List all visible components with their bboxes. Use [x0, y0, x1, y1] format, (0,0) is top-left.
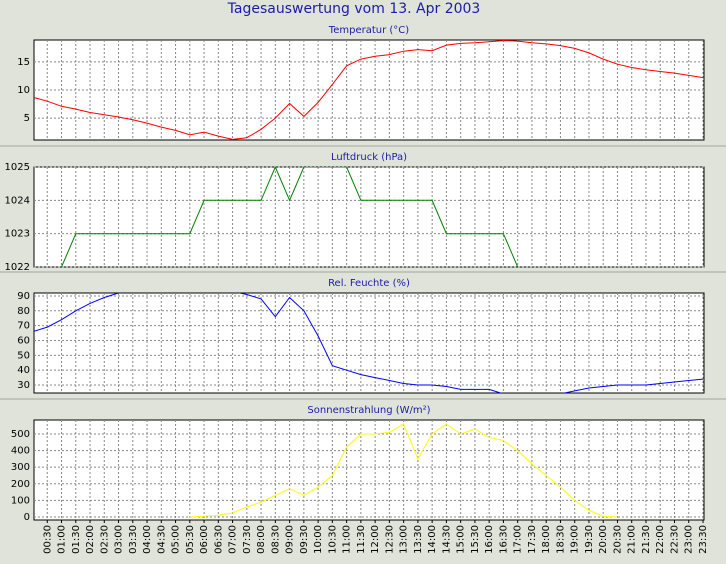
x-tick-label: 08:30	[270, 525, 281, 554]
data-line	[34, 40, 704, 140]
x-tick-label: 10:00	[313, 525, 324, 554]
y-tick-label: 90	[17, 291, 30, 302]
x-tick-label: 13:00	[399, 525, 410, 554]
x-tick-label: 19:30	[584, 525, 595, 554]
x-tick-label: 05:00	[171, 525, 182, 554]
plot-area	[33, 39, 705, 141]
y-tick-label: 15	[17, 57, 30, 68]
y-tick-label: 0	[24, 512, 30, 523]
y-tick-label: 500	[11, 429, 30, 440]
x-tick-label: 11:00	[342, 525, 353, 554]
x-tick-label: 20:30	[612, 525, 623, 554]
x-tick-label: 14:30	[441, 525, 452, 554]
y-tick-label: 200	[11, 479, 30, 490]
x-tick-label: 21:00	[627, 525, 638, 554]
chart-title: Tagesauswertung vom 13. Apr 2003	[227, 1, 481, 17]
x-tick-label: 23:00	[684, 525, 695, 554]
x-tick-label: 18:30	[555, 525, 566, 554]
plot-area	[33, 419, 705, 521]
plot-area	[33, 166, 705, 268]
y-tick-label: 1023	[5, 229, 30, 240]
x-tick-label: 06:00	[199, 525, 210, 554]
x-tick-label: 09:00	[285, 525, 296, 554]
x-tick-label: 18:00	[541, 525, 552, 554]
x-tick-label: 06:30	[213, 525, 224, 554]
x-tick-label: 03:00	[114, 525, 125, 554]
x-tick-label: 21:30	[641, 525, 652, 554]
x-tick-label: 12:30	[384, 525, 395, 554]
x-tick-label: 17:30	[527, 525, 538, 554]
y-tick-label: 300	[11, 462, 30, 473]
x-tick-label: 03:30	[128, 525, 139, 554]
panel-title: Temperatur (°C)	[328, 25, 409, 36]
data-line	[34, 293, 704, 393]
y-tick-label: 10	[17, 85, 30, 96]
y-tick-label: 400	[11, 446, 30, 457]
data-line	[60, 167, 519, 267]
x-tick-label: 05:30	[185, 525, 196, 554]
data-line	[189, 423, 618, 518]
y-tick-label: 100	[11, 495, 30, 506]
x-tick-label: 07:30	[242, 525, 253, 554]
panel-title: Luftdruck (hPa)	[331, 152, 407, 163]
y-tick-label: 5	[24, 113, 30, 124]
y-tick-label: 70	[17, 321, 30, 332]
x-tick-label: 08:00	[256, 525, 267, 554]
x-tick-label: 04:00	[142, 525, 153, 554]
x-tick-label: 07:00	[228, 525, 239, 554]
x-tick-label: 04:30	[156, 525, 167, 554]
x-tick-label: 19:00	[570, 525, 581, 554]
y-tick-label: 50	[17, 350, 30, 361]
x-tick-label: 01:30	[71, 525, 82, 554]
x-tick-label: 15:30	[470, 525, 481, 554]
x-tick-label: 12:00	[370, 525, 381, 554]
y-tick-label: 40	[17, 365, 30, 376]
x-tick-label: 16:30	[498, 525, 509, 554]
x-tick-label: 02:30	[99, 525, 110, 554]
y-tick-label: 60	[17, 335, 30, 346]
x-tick-label: 22:00	[655, 525, 666, 554]
x-tick-label: 13:30	[413, 525, 424, 554]
panel-title: Sonnenstrahlung (W/m²)	[307, 405, 430, 416]
x-tick-label: 22:30	[669, 525, 680, 554]
x-tick-label: 23:30	[698, 525, 709, 554]
y-tick-label: 1025	[5, 162, 30, 173]
y-tick-label: 1024	[5, 195, 30, 206]
x-tick-label: 14:00	[427, 525, 438, 554]
panel-title: Rel. Feuchte (%)	[328, 278, 410, 289]
x-tick-label: 10:30	[327, 525, 338, 554]
y-tick-label: 30	[17, 380, 30, 391]
x-tick-label: 17:00	[513, 525, 524, 554]
x-tick-label: 15:00	[456, 525, 467, 554]
x-tick-label: 11:30	[356, 525, 367, 554]
x-tick-label: 16:00	[484, 525, 495, 554]
x-tick-label: 01:00	[57, 525, 68, 554]
x-tick-label: 20:00	[598, 525, 609, 554]
y-tick-label: 80	[17, 306, 30, 317]
y-tick-label: 1022	[5, 262, 30, 273]
x-tick-label: 02:00	[85, 525, 96, 554]
x-tick-label: 09:30	[299, 525, 310, 554]
x-tick-label: 00:30	[42, 525, 53, 554]
